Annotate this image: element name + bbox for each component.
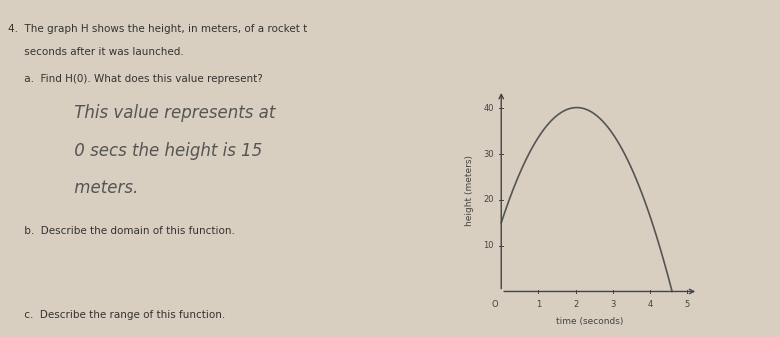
Text: b.  Describe the domain of this function.: b. Describe the domain of this function. [8,226,235,236]
Text: 1: 1 [536,300,541,309]
Text: 40: 40 [484,104,494,113]
Text: 10: 10 [484,241,494,250]
Text: 5: 5 [684,300,690,309]
Text: This value represents at: This value represents at [27,104,275,122]
Text: 3: 3 [610,300,615,309]
Text: 0 secs the height is 15: 0 secs the height is 15 [27,142,263,159]
Text: meters.: meters. [27,179,139,196]
Text: O: O [491,300,498,309]
Text: seconds after it was launched.: seconds after it was launched. [8,47,183,57]
Text: a.  Find H(0). What does this value represent?: a. Find H(0). What does this value repre… [8,74,263,84]
Text: 30: 30 [483,150,494,159]
Text: time (seconds): time (seconds) [556,317,623,326]
Text: height (meters): height (meters) [465,155,474,226]
Text: 4: 4 [647,300,652,309]
Text: 4.  The graph H shows the height, in meters, of a rocket t: 4. The graph H shows the height, in mete… [8,24,307,34]
Text: c.  Describe the range of this function.: c. Describe the range of this function. [8,310,225,320]
Text: 2: 2 [573,300,578,309]
Text: 20: 20 [484,195,494,205]
